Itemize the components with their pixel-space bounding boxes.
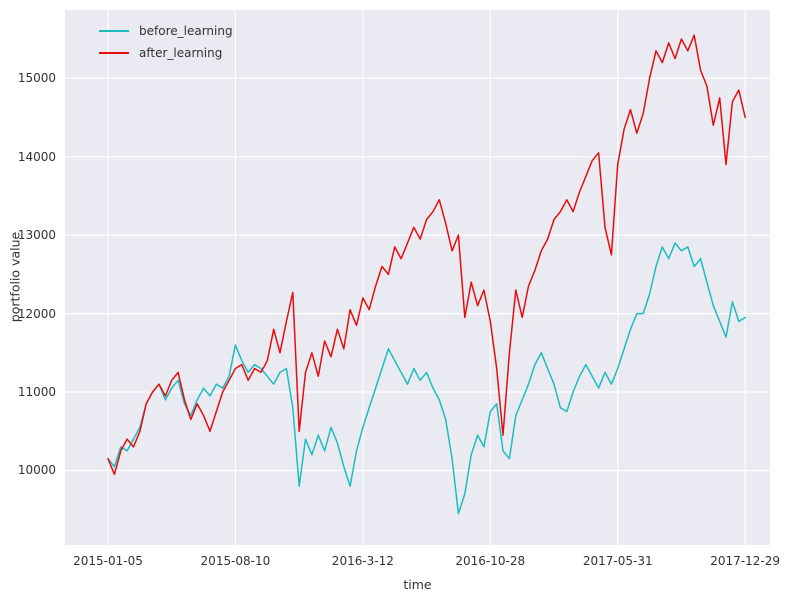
y-axis-label: portfolio value bbox=[7, 231, 23, 323]
before-learning-line-swatch bbox=[99, 30, 129, 32]
y-tick-label: 14000 bbox=[17, 149, 56, 164]
x-tick-label: 2015-01-05 bbox=[73, 554, 143, 568]
chart-canvas bbox=[65, 10, 770, 545]
x-tick-label: 2015-08-10 bbox=[200, 554, 271, 568]
y-tick-label: 13000 bbox=[17, 228, 56, 243]
y-tick-label: 10000 bbox=[17, 463, 56, 478]
series-line-before_learning bbox=[107, 242, 746, 515]
legend-label-after-learning: after_learning bbox=[139, 46, 223, 60]
legend: before_learning after_learning bbox=[91, 20, 241, 64]
x-tick-label: 2016-10-28 bbox=[455, 554, 526, 568]
plot-area: before_learning after_learning bbox=[65, 10, 770, 545]
series-line-after_learning bbox=[107, 34, 746, 476]
x-tick-label: 2017-05-31 bbox=[582, 554, 653, 568]
y-tick-label: 11000 bbox=[17, 385, 56, 400]
x-tick-label: 2017-12-29 bbox=[710, 554, 781, 568]
after-learning-line-swatch bbox=[99, 52, 129, 54]
legend-label-before-learning: before_learning bbox=[139, 24, 233, 38]
legend-item-before-learning: before_learning bbox=[99, 24, 233, 38]
legend-item-after-learning: after_learning bbox=[99, 46, 233, 60]
y-tick-label: 15000 bbox=[17, 71, 56, 86]
x-tick-label: 2016-3-12 bbox=[331, 554, 394, 568]
y-tick-label: 12000 bbox=[17, 306, 56, 321]
x-axis-label: time bbox=[403, 577, 432, 592]
